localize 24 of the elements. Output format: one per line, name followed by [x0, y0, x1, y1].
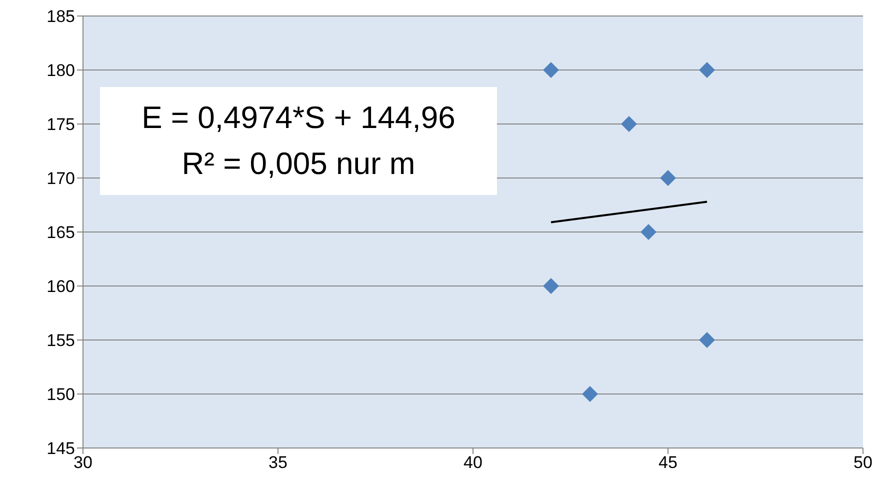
point [660, 170, 676, 186]
y-tick-label: 145 [46, 439, 75, 458]
y-tick-label: 180 [46, 61, 75, 80]
y-tick-label: 170 [46, 169, 75, 188]
y-tick-label: 185 [46, 7, 75, 26]
x-tick-label: 45 [658, 453, 678, 472]
x-tick-label: 35 [268, 453, 288, 472]
x-tick-label: 50 [854, 453, 872, 472]
point [543, 278, 559, 294]
y-tick-label: 175 [46, 115, 75, 134]
y-tick-label: 165 [46, 223, 75, 242]
point [582, 386, 598, 402]
annotation: E = 0,4974*S + 144,96 [140, 99, 456, 137]
x-tick-label: 40 [464, 453, 482, 472]
point [699, 332, 715, 348]
point [621, 116, 637, 132]
point [699, 62, 715, 78]
point [543, 62, 559, 78]
x-tick-label: 30 [74, 453, 92, 472]
y-tick-label: 155 [46, 331, 75, 350]
y-tick-label: 150 [46, 385, 75, 404]
y-tick-label: 160 [46, 277, 75, 296]
point [640, 224, 656, 240]
annotation: R² = 0,005 nur m [180, 145, 416, 183]
